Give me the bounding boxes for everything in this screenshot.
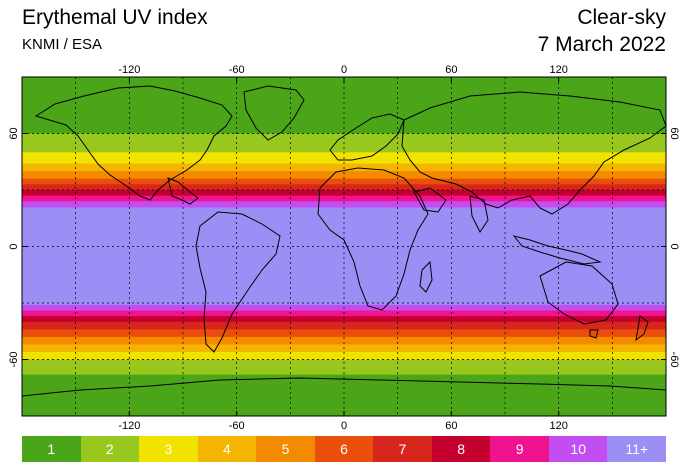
legend-item-6: 6: [314, 436, 374, 462]
right-lat-tick: 60: [668, 127, 680, 139]
legend-item-2: 2: [80, 436, 140, 462]
legend-item-3: 3: [139, 436, 198, 462]
bottom-lon-tick: 60: [445, 420, 457, 432]
legend-item-10: 10: [548, 436, 608, 462]
legend-item-7: 7: [373, 436, 432, 462]
uv-band-9: [22, 201, 666, 208]
uv-band-15: [22, 336, 666, 345]
top-lon-tick: 120: [549, 64, 567, 76]
uv-band-13: [22, 321, 666, 330]
tick-labels: -120 -120 -60 -60 0 0 60 60 120 120 60 60 0 0 -60 -60: [8, 64, 680, 432]
bottom-lon-tick: -120: [118, 420, 140, 432]
top-lon-tick: 0: [341, 64, 347, 76]
lat-lon-grid: [22, 77, 666, 416]
legend-item-9: 9: [490, 436, 549, 462]
continent-outlines: [22, 85, 666, 397]
right-lat-tick: -60: [668, 352, 680, 368]
uv-band-17: [22, 351, 666, 360]
right-lat-tick: 0: [668, 243, 680, 249]
map-date: 7 March 2022: [537, 33, 666, 56]
left-lat-tick: 0: [8, 243, 20, 249]
bottom-lon-tick: 120: [549, 420, 567, 432]
bottom-lon-tick: 0: [341, 420, 347, 432]
uv-band-0: [22, 77, 666, 134]
left-lat-tick: -60: [8, 352, 20, 368]
top-lon-tick: 60: [445, 64, 457, 76]
legend-item-11plus: 11+: [607, 436, 667, 462]
left-lat-tick: 60: [8, 127, 20, 139]
uv-band-19: [22, 374, 666, 416]
legend-item-8: 8: [431, 436, 491, 462]
bottom-lon-tick: -60: [229, 420, 245, 432]
sky-condition: Clear-sky: [577, 6, 666, 29]
uv-index-legend: 1 2 3 4 5 6 7 8 9 10 11+: [22, 436, 667, 462]
top-lon-tick: -120: [118, 64, 140, 76]
uv-index-world-map: -120 -120 -60 -60 0 0 60 60 120 120 60 60 0 0 -60 -60: [8, 64, 680, 432]
data-source: KNMI / ESA: [22, 36, 103, 53]
uv-band-12: [22, 316, 666, 323]
top-lon-tick: -60: [229, 64, 245, 76]
map-title: Erythemal UV index: [22, 6, 208, 29]
legend-item-1: 1: [22, 436, 81, 462]
legend-item-4: 4: [197, 436, 257, 462]
legend-item-5: 5: [256, 436, 315, 462]
uv-band-5: [22, 178, 666, 185]
uv-band-4: [22, 171, 666, 180]
